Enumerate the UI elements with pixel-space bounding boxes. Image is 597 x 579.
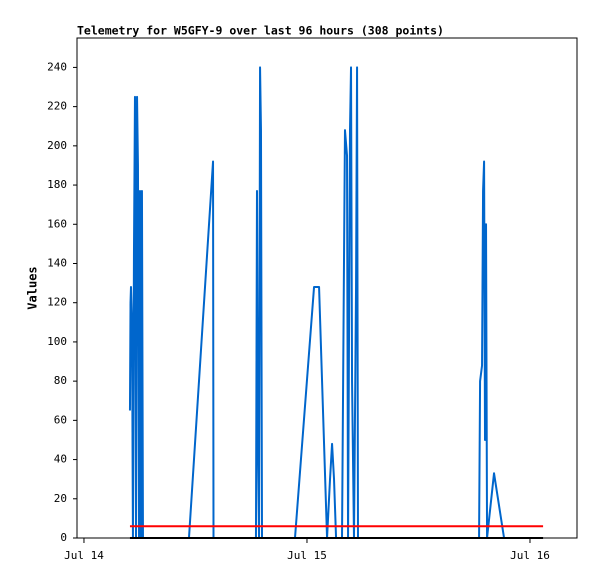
x-tick-label: Jul 14 <box>64 549 104 562</box>
plot-frame <box>76 37 578 539</box>
series-line <box>128 66 506 539</box>
x-tick-label: Jul 15 <box>287 549 327 562</box>
y-tick-label: 40 <box>54 453 67 466</box>
y-tick-label: 180 <box>47 178 67 191</box>
y-tick-label: 160 <box>47 217 67 230</box>
y-tick-label: 100 <box>47 335 67 348</box>
y-tick-label: 0 <box>60 531 67 544</box>
y-tick-label: 20 <box>54 492 67 505</box>
y-tick-label: 240 <box>47 60 67 73</box>
y-tick-label: 60 <box>54 413 67 426</box>
y-tick-label: 140 <box>47 256 67 269</box>
y-tick-label: 220 <box>47 100 67 113</box>
chart-title: Telemetry for W5GFY-9 over last 96 hours… <box>77 24 444 38</box>
x-tick-label: Jul 16 <box>510 549 550 562</box>
y-tick-label: 200 <box>47 139 67 152</box>
y-tick-label: 120 <box>47 296 67 309</box>
y-axis-label: Values <box>26 266 40 309</box>
y-tick-label: 80 <box>54 374 67 387</box>
